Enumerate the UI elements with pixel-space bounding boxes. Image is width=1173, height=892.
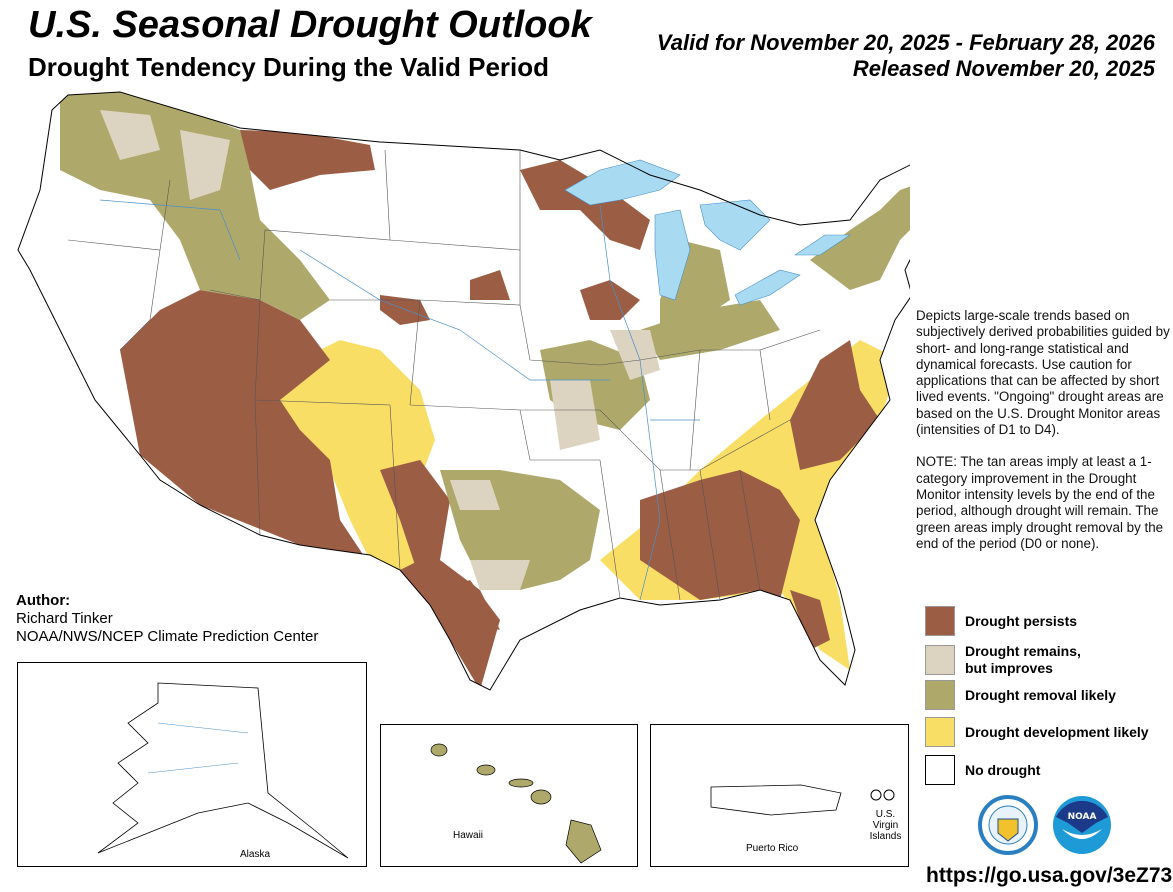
region-improve-northwest xyxy=(100,110,230,200)
region-persists-southeast xyxy=(640,470,800,600)
region-development-southwest xyxy=(250,340,435,580)
valid-period: Valid for November 20, 2025 - February 2… xyxy=(657,30,1155,82)
rivers xyxy=(99,199,700,601)
author-heading: Author: xyxy=(16,592,71,609)
hawaii-label: Hawaii xyxy=(453,830,484,841)
description: Depicts large-scale trends based on subj… xyxy=(916,308,1171,552)
legend-item-none: No drought xyxy=(925,755,1040,785)
alaska-inset: Alaska xyxy=(17,662,367,867)
valid-dates: Valid for November 20, 2025 - February 2… xyxy=(656,30,1155,55)
author-block: Author: Richard Tinker NOAA/NWS/NCEP Cli… xyxy=(16,592,318,646)
region-persists-east-texas xyxy=(380,460,500,630)
great-lakes xyxy=(564,159,851,306)
legend-item-removal: Drought removal likely xyxy=(925,680,1116,710)
alaska-label: Alaska xyxy=(240,849,271,860)
puerto-rico-map xyxy=(710,784,895,816)
usvi-label: U.S. Virgin Islands xyxy=(869,809,902,842)
legend-swatch xyxy=(925,606,955,636)
region-persists-upper-midwest xyxy=(520,160,650,250)
doc-seal-logo xyxy=(978,795,1038,855)
legend-item-development: Drought development likely xyxy=(925,717,1149,747)
legend-swatch xyxy=(925,717,955,747)
puerto-rico-inset: Puerto Rico U.S. Virgin Islands xyxy=(650,724,909,867)
alaska-map xyxy=(97,682,349,859)
region-persists-wisconsin xyxy=(580,280,640,320)
region-removal-northeast xyxy=(810,180,910,290)
hawaii-inset: Hawaii xyxy=(380,724,638,867)
legend-item-persists: Drought persists xyxy=(925,606,1077,636)
legend-swatch xyxy=(925,645,955,675)
legend-swatch xyxy=(925,680,955,710)
author-name: Richard Tinker xyxy=(16,610,113,627)
noaa-logo: NOAA xyxy=(1053,796,1111,854)
state-borders xyxy=(67,149,821,601)
author-org: NOAA/NWS/NCEP Climate Prediction Center xyxy=(16,628,319,645)
region-persists-mid-atlantic xyxy=(790,340,880,470)
hawaii-map xyxy=(430,743,602,864)
legend-item-improves: Drought remains, but improves xyxy=(925,643,1081,677)
description-text: Depicts large-scale trends based on subj… xyxy=(916,308,1170,438)
noaa-logo-text: NOAA xyxy=(1068,812,1097,822)
region-persists-west xyxy=(120,290,500,690)
region-persists-dakotas xyxy=(380,270,510,325)
release-date: Released November 20, 2025 xyxy=(852,56,1155,81)
legend-label: No drought xyxy=(965,761,1041,778)
note-text: NOTE: The tan areas imply at least a 1-c… xyxy=(916,454,1164,551)
conus-map xyxy=(17,91,910,691)
region-improve-midwest xyxy=(550,330,660,450)
region-persists-montana xyxy=(240,130,375,190)
puerto-rico-label: Puerto Rico xyxy=(746,843,799,854)
info-url[interactable]: https://go.usa.gov/3eZ73 xyxy=(926,864,1173,887)
legend-label: Drought development likely xyxy=(965,723,1149,740)
region-improve-texas xyxy=(450,480,530,590)
legend-swatch xyxy=(925,755,955,785)
region-removal-ohio-valley xyxy=(640,300,780,360)
map-subtitle: Drought Tendency During the Valid Period xyxy=(28,52,550,82)
region-persists-florida xyxy=(790,590,830,650)
legend-label: Drought persists xyxy=(965,612,1078,629)
legend-label: Drought remains, but improves xyxy=(965,643,1081,676)
legend-label: Drought removal likely xyxy=(965,686,1116,703)
map-title: U.S. Seasonal Drought Outlook xyxy=(28,4,592,46)
